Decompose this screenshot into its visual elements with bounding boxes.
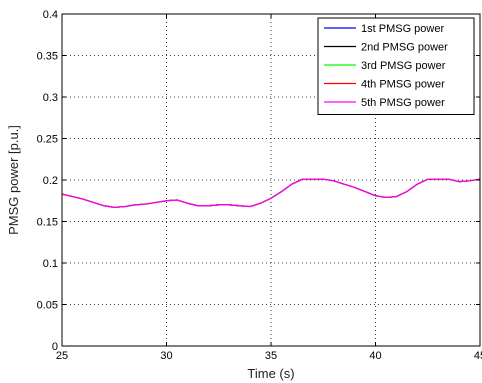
x-tick-label: 35 bbox=[265, 350, 277, 362]
legend-box bbox=[317, 17, 475, 115]
y-tick-label: 0.15 bbox=[37, 217, 58, 229]
y-tick-label: 0.4 bbox=[43, 9, 58, 21]
y-tick-label: 0.1 bbox=[43, 258, 58, 270]
y-ticks: 0 0.05 0.1 0.15 0.2 0.25 0.3 0.35 0.4 bbox=[37, 9, 480, 353]
x-tick-label: 30 bbox=[160, 350, 172, 362]
series-line-5 bbox=[62, 178, 480, 208]
x-tick-label: 40 bbox=[369, 350, 381, 362]
legend-label-1: 1st PMSG power bbox=[361, 23, 444, 35]
x-ticks: 25 30 35 40 45 bbox=[56, 14, 482, 362]
y-tick-label: 0.3 bbox=[43, 92, 58, 104]
x-tick-label: 45 bbox=[474, 350, 482, 362]
legend: 1st PMSG power 2nd PMSG power 3rd PMSG pow… bbox=[317, 17, 475, 115]
y-tick-label: 0.25 bbox=[37, 134, 58, 146]
y-tick-label: 0 bbox=[52, 341, 58, 353]
y-tick-label: 0.05 bbox=[37, 300, 58, 312]
y-axis-label: PMSG power [p.u.] bbox=[6, 125, 21, 235]
y-tick-label: 0.35 bbox=[37, 51, 58, 63]
legend-label-4: 4th PMSG power bbox=[361, 79, 445, 91]
legend-label-2: 2nd PMSG power bbox=[361, 42, 448, 54]
y-tick-label: 0.2 bbox=[43, 175, 58, 187]
x-axis-label: Time (s) bbox=[247, 366, 294, 381]
series-lines bbox=[62, 178, 480, 208]
x-tick-label: 25 bbox=[56, 350, 68, 362]
legend-label-3: 3rd PMSG power bbox=[361, 60, 446, 72]
legend-label-5: 5th PMSG power bbox=[361, 97, 445, 109]
